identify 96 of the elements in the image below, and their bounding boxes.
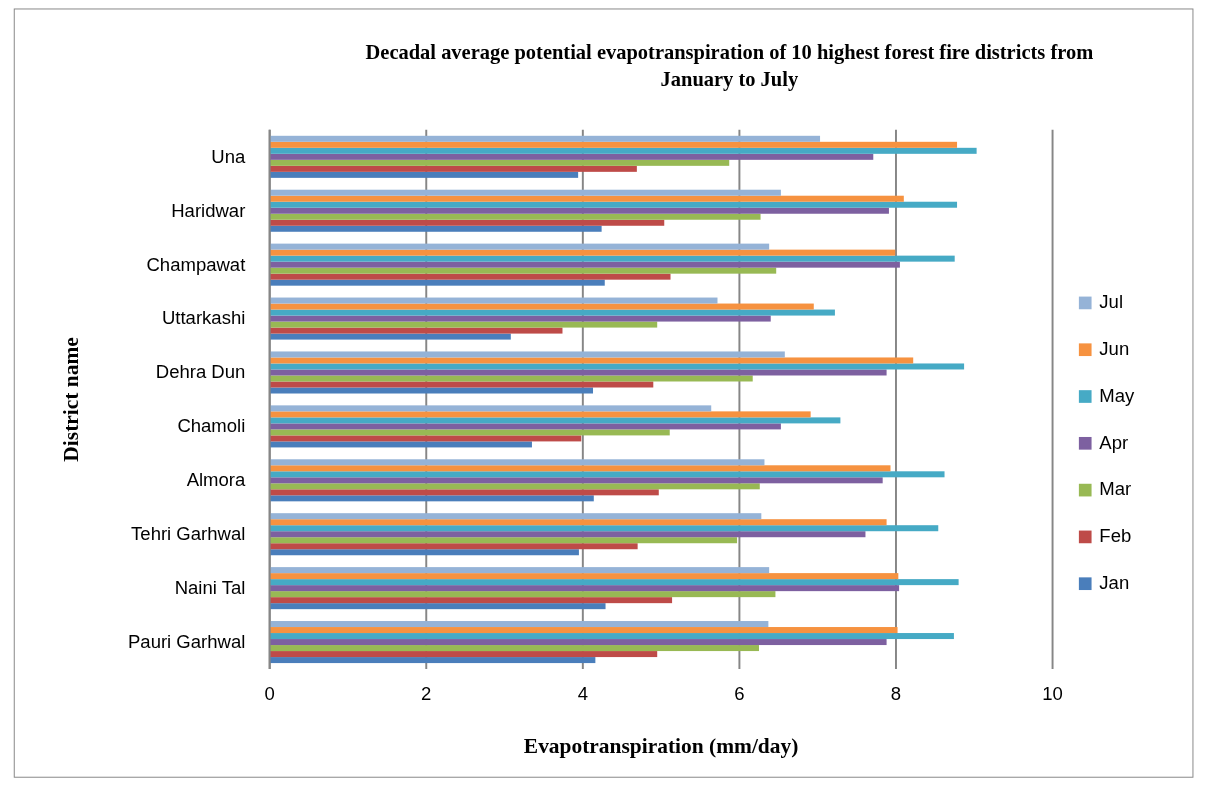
bar <box>269 165 637 172</box>
y-tick-label: Naini Tal <box>174 577 246 598</box>
bar <box>269 195 904 202</box>
bar <box>269 147 977 154</box>
bar <box>269 369 887 376</box>
bar <box>269 297 718 304</box>
x-tick-label: 6 <box>734 683 745 705</box>
y-tick-label: Pauri Garhwal <box>127 630 246 652</box>
bar <box>269 519 887 526</box>
bar <box>269 411 811 418</box>
legend-label: Jul <box>1099 291 1124 313</box>
bar <box>269 429 670 436</box>
bar <box>269 483 760 490</box>
bar <box>269 639 887 646</box>
bar <box>269 261 900 268</box>
bar <box>269 477 883 484</box>
y-tick-label: Chamoli <box>177 415 246 437</box>
bar <box>269 279 605 286</box>
y-tick-label: Tehri Garhwal <box>131 523 246 545</box>
bar <box>269 525 939 532</box>
bar <box>269 651 658 658</box>
bar <box>269 351 785 358</box>
bar <box>269 309 835 316</box>
bar <box>269 171 579 178</box>
bar <box>269 567 770 574</box>
bar <box>269 405 712 412</box>
legend-label: Feb <box>1099 525 1132 547</box>
bar <box>269 153 874 160</box>
bar <box>269 363 965 370</box>
bar <box>269 573 899 580</box>
bar <box>269 273 671 280</box>
bar <box>269 423 781 430</box>
bar <box>269 591 776 598</box>
bar <box>269 141 958 148</box>
bar <box>269 243 770 250</box>
bar <box>269 603 606 610</box>
bar <box>269 621 769 628</box>
bar <box>269 417 841 424</box>
bar <box>269 381 654 388</box>
legend-label: Jan <box>1099 572 1130 594</box>
bar <box>269 357 914 364</box>
y-tick-label: Champawat <box>146 253 247 275</box>
bar <box>269 327 563 334</box>
y-tick-label: Dehra Dun <box>155 361 246 383</box>
bar <box>269 189 781 196</box>
bar <box>269 225 602 232</box>
y-tick-label: Haridwar <box>171 199 246 221</box>
bar <box>269 657 596 664</box>
x-axis-title: Evapotranspiration (mm/day) <box>523 733 799 758</box>
x-tick-label: 2 <box>421 683 432 705</box>
bar <box>269 531 866 538</box>
bar <box>269 459 765 466</box>
bar <box>269 537 738 544</box>
legend-label: Apr <box>1099 431 1129 453</box>
bar <box>269 315 771 322</box>
bar <box>269 549 579 556</box>
x-tick-label: 8 <box>890 683 902 705</box>
bar <box>269 495 594 502</box>
bar <box>269 135 821 142</box>
bar <box>269 207 889 214</box>
bar <box>269 213 761 220</box>
bar <box>269 633 954 640</box>
bar <box>269 387 594 394</box>
legend-label: May <box>1099 384 1136 406</box>
y-tick-label: Uttarkashi <box>161 307 246 329</box>
x-tick-label: 0 <box>264 683 275 705</box>
x-tick-label: 10 <box>1042 683 1063 705</box>
y-axis-title: District name <box>58 337 83 462</box>
bar <box>269 579 959 586</box>
bar <box>269 249 896 256</box>
bar <box>269 441 532 448</box>
bar <box>269 627 898 634</box>
chart-title: Decadal average potential evapotranspiration of 10 highest forest fire districts from January to July <box>365 40 1094 91</box>
bar <box>269 333 511 340</box>
legend-label: Mar <box>1099 478 1132 500</box>
x-tick-label: 4 <box>577 683 588 705</box>
bar <box>269 543 638 550</box>
bar <box>269 321 658 328</box>
bar <box>269 645 759 652</box>
bar <box>269 465 891 472</box>
bar <box>269 159 730 166</box>
bar <box>269 513 762 520</box>
y-tick-label: Almora <box>186 469 246 491</box>
bar <box>269 255 955 262</box>
bar <box>269 489 659 496</box>
bar <box>269 201 958 208</box>
y-tick-label: Una <box>211 145 247 167</box>
bar <box>269 375 753 382</box>
bar <box>269 471 945 478</box>
bar <box>269 303 814 310</box>
bar <box>269 219 665 226</box>
bar <box>269 267 777 274</box>
bar <box>269 597 673 604</box>
bar <box>269 585 900 592</box>
legend-label: Jun <box>1099 338 1130 360</box>
bar <box>269 435 582 442</box>
